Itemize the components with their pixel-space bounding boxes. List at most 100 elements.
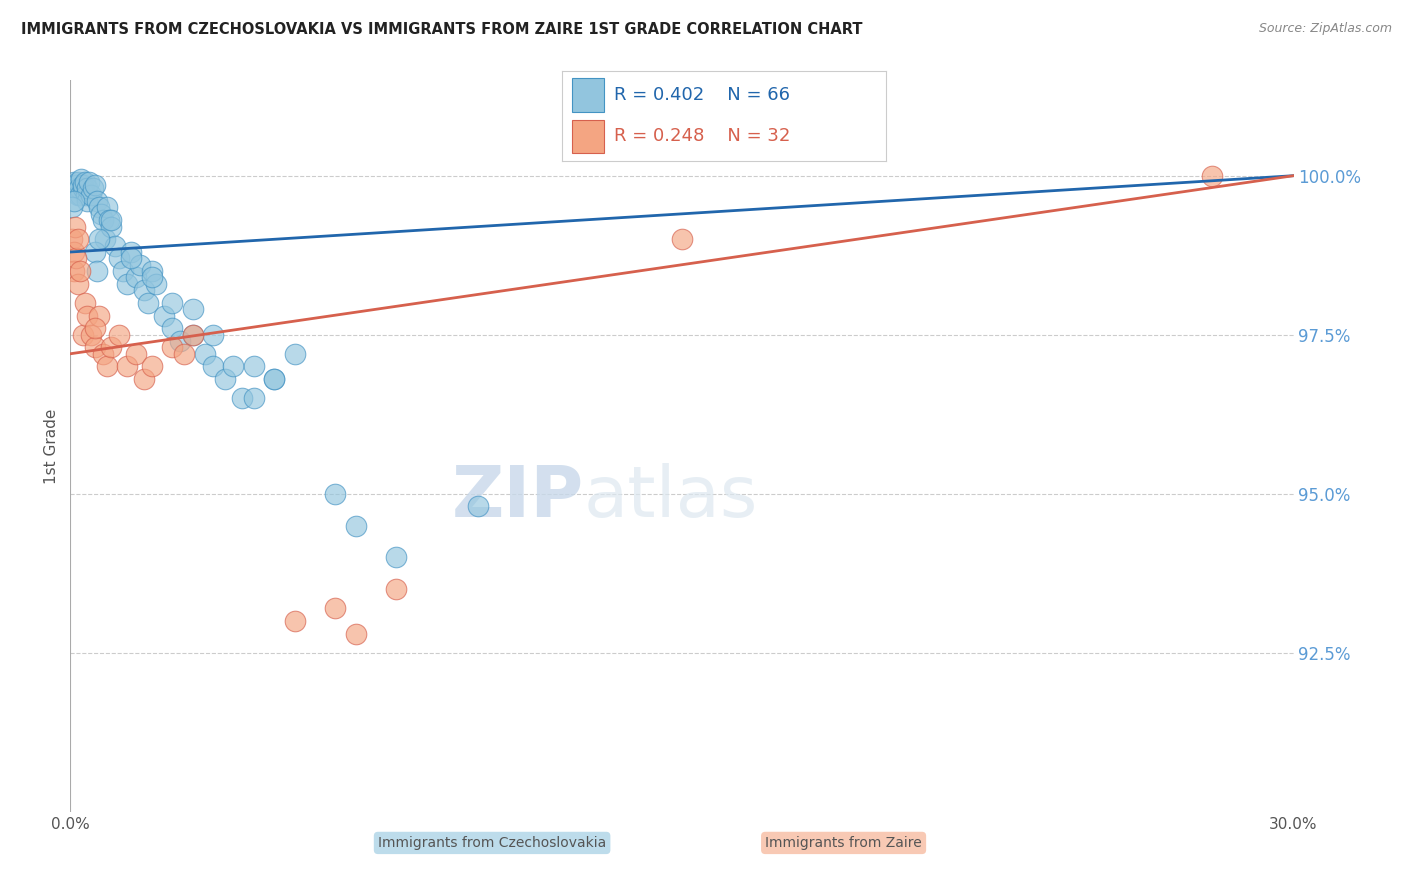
Point [323, 601, 347, 615]
Point [77, 175, 100, 189]
Text: Immigrants from Czechoslovakia: Immigrants from Czechoslovakia [378, 836, 606, 850]
Point [202, 359, 225, 374]
Point [60, 201, 83, 215]
Point [671, 232, 693, 246]
Point [263, 372, 285, 386]
Point [69, 264, 91, 278]
Y-axis label: 1st Grade: 1st Grade [44, 409, 59, 483]
Point [194, 347, 217, 361]
Point [86, 264, 108, 278]
Point [94, 232, 117, 246]
Point [100, 219, 122, 234]
Point [162, 340, 183, 354]
Point [100, 213, 122, 227]
Point [86, 194, 108, 208]
Point [117, 277, 139, 291]
Point [385, 550, 408, 565]
Point [323, 486, 347, 500]
Point [1201, 169, 1223, 183]
Point [83, 245, 105, 260]
Point [91, 213, 114, 227]
Text: R = 0.402    N = 66: R = 0.402 N = 66 [614, 86, 790, 103]
Point [231, 392, 253, 406]
Point [90, 207, 112, 221]
Point [91, 347, 114, 361]
Point [141, 359, 163, 374]
Point [132, 283, 155, 297]
Point [108, 252, 131, 266]
Point [132, 372, 155, 386]
Point [124, 347, 146, 361]
Point [263, 372, 285, 386]
Point [73, 296, 96, 310]
Point [66, 187, 89, 202]
Text: Immigrants from Zaire: Immigrants from Zaire [765, 836, 922, 850]
Point [162, 321, 183, 335]
Point [467, 500, 489, 514]
Point [284, 347, 307, 361]
Text: ZIP: ZIP [451, 463, 583, 532]
Point [344, 626, 367, 640]
Point [79, 187, 103, 202]
Point [63, 219, 86, 234]
Point [62, 245, 84, 260]
Point [83, 340, 105, 354]
Bar [572, 120, 605, 153]
Point [112, 264, 135, 278]
Point [63, 264, 86, 278]
Point [96, 201, 118, 215]
Point [83, 321, 105, 335]
Text: Source: ZipAtlas.com: Source: ZipAtlas.com [1258, 22, 1392, 36]
Point [72, 181, 94, 195]
Point [60, 232, 83, 246]
Point [243, 392, 266, 406]
Point [284, 614, 307, 628]
Point [76, 194, 98, 208]
Bar [572, 78, 605, 112]
Point [181, 327, 204, 342]
Point [173, 347, 195, 361]
Point [385, 582, 408, 596]
Point [181, 327, 204, 342]
Point [202, 327, 225, 342]
Point [73, 175, 96, 189]
Point [169, 334, 191, 348]
Point [214, 372, 236, 386]
Point [243, 359, 266, 374]
Point [117, 359, 139, 374]
Point [82, 181, 104, 195]
Point [62, 194, 84, 208]
Point [79, 327, 103, 342]
Point [87, 309, 110, 323]
Point [76, 181, 98, 195]
Text: IMMIGRANTS FROM CZECHOSLOVAKIA VS IMMIGRANTS FROM ZAIRE 1ST GRADE CORRELATION CH: IMMIGRANTS FROM CZECHOSLOVAKIA VS IMMIGR… [21, 22, 863, 37]
Point [66, 277, 89, 291]
Point [67, 181, 90, 195]
Text: atlas: atlas [583, 463, 758, 532]
Point [344, 518, 367, 533]
Point [141, 264, 163, 278]
Point [153, 309, 176, 323]
Point [63, 175, 86, 189]
Point [65, 178, 87, 193]
Point [72, 178, 94, 193]
Point [181, 302, 204, 317]
Point [70, 172, 93, 186]
Point [69, 187, 91, 202]
Point [87, 201, 110, 215]
Point [108, 327, 131, 342]
Point [145, 277, 167, 291]
Point [124, 270, 146, 285]
Point [98, 213, 121, 227]
Point [141, 270, 163, 285]
Text: R = 0.248    N = 32: R = 0.248 N = 32 [614, 128, 790, 145]
Point [87, 232, 110, 246]
Point [96, 359, 118, 374]
Point [83, 178, 105, 193]
Point [100, 340, 122, 354]
Point [128, 258, 150, 272]
Point [67, 175, 90, 189]
Point [75, 187, 97, 202]
Point [121, 252, 143, 266]
Point [222, 359, 245, 374]
